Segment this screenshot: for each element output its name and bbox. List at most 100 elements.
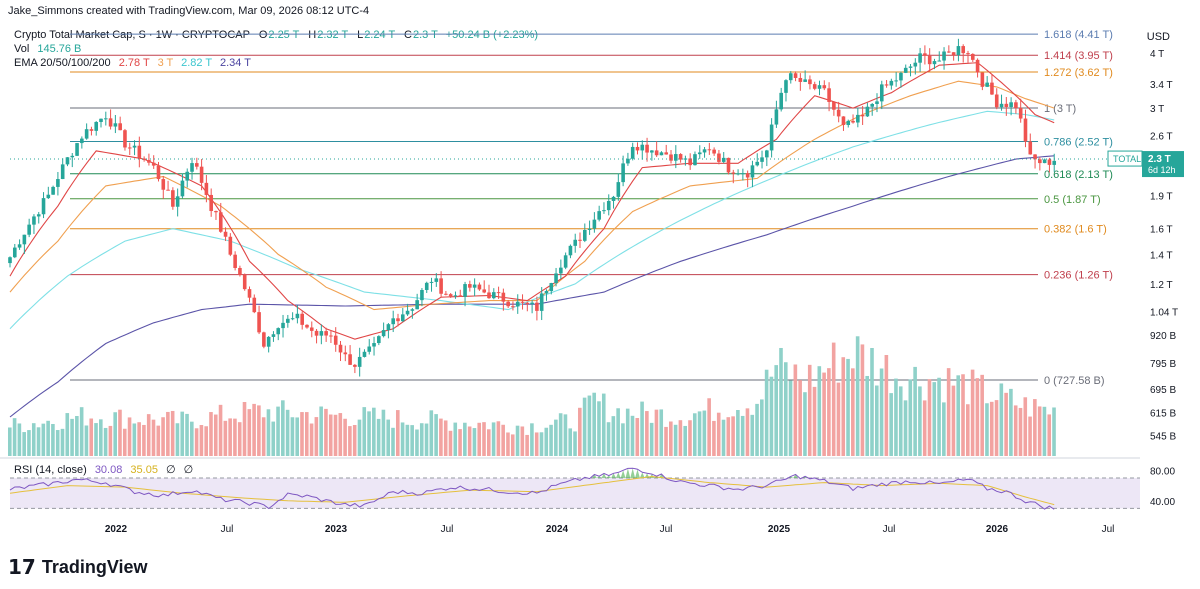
rsi-ma-value: 35.05 — [130, 464, 158, 476]
volume-bar — [692, 413, 697, 456]
candle — [99, 118, 103, 128]
volume-bar — [75, 416, 79, 456]
candle — [654, 141, 659, 157]
candle — [185, 168, 190, 188]
candle — [161, 176, 166, 199]
candle-body — [578, 239, 582, 241]
tradingview-logo-icon: 17 — [8, 555, 36, 579]
candle — [118, 116, 122, 131]
candle-body — [760, 157, 764, 162]
candle — [80, 136, 84, 149]
volume-bar — [99, 419, 103, 456]
time-tick-3: Jul — [441, 524, 454, 535]
volume-bar — [587, 395, 592, 456]
volume-bar — [903, 400, 908, 456]
candle-body — [966, 53, 970, 55]
candle-body — [817, 85, 822, 89]
candle-body — [899, 72, 903, 81]
volume-bar — [237, 422, 242, 456]
volume-bar — [213, 414, 218, 456]
candle-body — [338, 344, 343, 353]
volume-bar — [228, 418, 232, 456]
candle-body — [89, 129, 94, 131]
candle-body — [123, 130, 127, 148]
price-tick-13: 545 B — [1150, 431, 1176, 442]
candle-body — [415, 300, 419, 310]
candle-body — [774, 109, 779, 125]
candle — [252, 294, 257, 314]
volume-bar — [678, 420, 683, 456]
volume-bar — [156, 425, 161, 456]
volume-bar — [908, 379, 913, 456]
volume-bar — [640, 401, 644, 456]
candle-body — [309, 327, 314, 331]
candle — [233, 251, 237, 271]
candle — [626, 152, 630, 166]
time-tick-4: 2024 — [546, 524, 569, 535]
candle-body — [348, 354, 352, 365]
rsi-tick-0: 80.00 — [1150, 466, 1175, 477]
candle-body — [784, 80, 788, 93]
candle-body — [295, 313, 300, 319]
candle — [745, 170, 750, 188]
volume-bar — [362, 407, 367, 456]
ema-label[interactable]: EMA 20/50/100/200 — [14, 57, 111, 69]
candle-body — [434, 278, 439, 282]
candle — [812, 81, 817, 91]
volume-bar — [381, 409, 386, 456]
candle — [621, 155, 625, 187]
volume-bar — [151, 419, 156, 456]
volume-bar — [448, 430, 453, 456]
candle — [372, 336, 376, 356]
fib-label-3: 1 (3 T) — [1044, 103, 1076, 115]
candle — [391, 310, 395, 333]
symbol-title[interactable]: Crypto Total Market Cap, S · 1W · CRYPTO… — [14, 29, 250, 41]
candle-body — [410, 309, 415, 311]
price-tick-9: 920 B — [1150, 331, 1176, 342]
candle — [8, 256, 12, 268]
volume-bar — [314, 417, 319, 456]
volume-bar — [999, 383, 1004, 456]
candle — [511, 301, 515, 311]
volume-bar — [913, 366, 917, 456]
candle — [367, 339, 372, 355]
candle-body — [769, 124, 774, 151]
candle-body — [674, 154, 678, 161]
volume-label[interactable]: Vol — [14, 43, 30, 55]
candle-body — [271, 334, 276, 337]
currency-label[interactable]: USD — [1146, 31, 1170, 43]
candle-body — [56, 179, 60, 187]
candle-body — [420, 289, 424, 301]
tradingview-brand[interactable]: 17 TradingView — [8, 555, 148, 579]
candle-body — [104, 118, 108, 120]
candle-body — [1047, 159, 1052, 165]
candle — [793, 71, 798, 82]
candle — [429, 277, 434, 292]
candle — [94, 121, 99, 136]
candle-body — [396, 318, 400, 322]
change-value: +50.24 B (+2.23%) — [445, 29, 539, 41]
candle-body — [879, 84, 884, 102]
candle-body — [448, 294, 453, 297]
candle — [309, 321, 314, 338]
rsi-label[interactable]: RSI (14, close) — [14, 464, 87, 476]
volume-bar — [625, 408, 630, 456]
candle — [999, 94, 1004, 111]
candle — [606, 194, 611, 216]
volume-bar — [487, 429, 491, 456]
candle — [808, 75, 812, 90]
candle — [381, 322, 386, 338]
candle-body — [846, 120, 851, 126]
volume-bar — [1042, 406, 1047, 456]
volume-bar — [563, 414, 568, 456]
volume-bar — [113, 412, 117, 456]
price-chart[interactable]: 1.618 (4.41 T) 1.414 (3.95 T) 1.272 (3.62 … — [0, 0, 1200, 545]
candle — [597, 205, 601, 222]
candle — [482, 280, 487, 294]
volume-bar — [592, 392, 596, 456]
volume-bar — [616, 408, 620, 456]
volume-bar — [132, 423, 137, 456]
candle — [650, 150, 654, 161]
candle-body — [1028, 141, 1033, 155]
badge-countdown: 6d 12h — [1148, 165, 1176, 175]
